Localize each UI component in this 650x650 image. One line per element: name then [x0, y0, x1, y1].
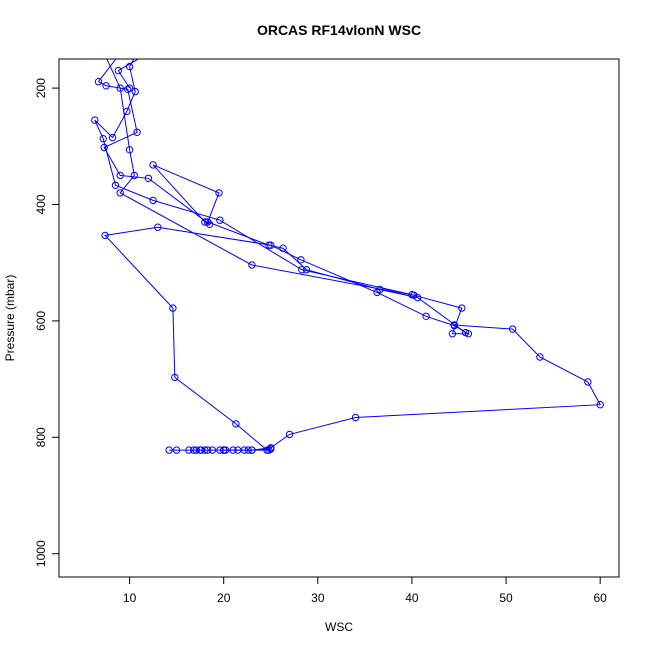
data-point-s2-21: [450, 321, 458, 329]
data-point-s1-28: [297, 256, 305, 264]
x-tick-label-50: 50: [499, 591, 513, 605]
data-point-s2-20: [461, 328, 470, 337]
data-point-s1-34: [458, 304, 466, 312]
y-axis: 200 400 600 800 1000: [34, 78, 60, 567]
data-point-s2-19: [413, 293, 422, 302]
data-point-s2-24: [584, 378, 592, 386]
data-point-s2-16: [279, 244, 287, 252]
data-point-s1-16: [172, 446, 181, 454]
series-layer: [91, 38, 604, 454]
data-point-s4-4: [125, 84, 134, 92]
x-tick-label-20: 20: [217, 591, 231, 605]
x-tick-label-10: 10: [123, 591, 137, 605]
data-point-s1-1: [265, 446, 273, 454]
data-point-s1-15: [185, 446, 193, 454]
data-point-s1-11: [201, 446, 209, 454]
data-point-s2-5: [124, 85, 132, 94]
data-point-s1-44: [131, 87, 139, 96]
data-point-s1-42: [108, 133, 117, 142]
data-point-s2-15: [265, 241, 273, 249]
data-point-s2-27: [285, 430, 294, 439]
data-point-s3-4: [125, 146, 134, 154]
data-point-s2-25: [596, 401, 604, 409]
data-point-s1-45: [125, 62, 134, 71]
series-line-4: [117, 59, 140, 89]
chart-title: ORCAS RF14vlonN WSC: [257, 22, 421, 38]
data-point-s4-3: [114, 66, 123, 75]
data-point-s4-1: [188, 38, 194, 44]
data-point-s3-3: [116, 84, 124, 92]
y-tick-label-600: 600: [34, 311, 48, 331]
data-point-s2-8: [116, 171, 124, 180]
series-line-1: [94, 59, 471, 451]
data-point-s1-22: [232, 420, 240, 428]
data-point-s1-24: [169, 304, 177, 312]
data-point-s2-11: [201, 218, 209, 226]
data-point-s3-6: [116, 189, 124, 197]
data-point-s2-17: [302, 266, 311, 274]
data-point-s1-39: [111, 181, 120, 190]
data-point-s1-17: [165, 446, 173, 454]
x-axis-label: WSC: [325, 620, 353, 634]
x-tick-label-60: 60: [593, 591, 607, 605]
data-point-s1-25: [101, 231, 109, 240]
series-line-2: [97, 59, 602, 451]
series-line-3: [106, 59, 414, 296]
data-point-s2-30: [220, 446, 228, 454]
data-point-s1-18: [196, 446, 204, 454]
data-point-s2-2: [117, 50, 123, 56]
data-point-s2-10: [205, 220, 214, 229]
data-point-s2-4: [102, 82, 110, 90]
x-tick-label-30: 30: [311, 591, 325, 605]
x-tick-label-40: 40: [405, 591, 419, 605]
data-point-s1-13: [192, 446, 201, 454]
data-point-s1-36: [298, 266, 306, 274]
y-tick-label-800: 800: [34, 427, 48, 447]
data-point-s1-41: [91, 116, 99, 124]
data-point-s1-30: [422, 312, 430, 320]
data-point-s2-12: [149, 161, 157, 169]
data-point-s1-9: [208, 446, 217, 454]
data-point-s4-2: [145, 50, 151, 56]
data-point-s2-6: [133, 128, 141, 137]
data-point-s2-22: [508, 325, 517, 333]
data-point-s1-46: [141, 38, 147, 44]
data-point-s1-26: [154, 223, 162, 231]
data-point-s1-33: [448, 330, 457, 338]
data-point-s2-23: [536, 353, 544, 361]
data-point-s2-29: [248, 446, 256, 454]
data-point-s2-13: [215, 189, 223, 197]
data-point-s2-14: [204, 218, 212, 226]
data-point-s2-9: [144, 174, 153, 183]
data-point-s3-5: [130, 171, 139, 180]
data-point-s3-7: [248, 261, 256, 269]
plot-frame: [58, 58, 620, 578]
data-point-s1-37: [216, 216, 224, 224]
y-tick-label-400: 400: [34, 194, 48, 214]
data-point-s1-40: [99, 135, 107, 143]
data-point-s1-38: [149, 196, 157, 205]
data-point-s2-1: [125, 38, 131, 44]
data-point-s1-23: [171, 373, 179, 382]
data-point-s1-8: [216, 446, 224, 454]
data-point-s3-2: [101, 50, 107, 56]
data-point-s2-3: [94, 78, 103, 86]
x-axis: 10 20 30 40 50 60: [123, 576, 607, 605]
y-axis-label: Pressure (mbar): [3, 275, 17, 362]
y-tick-label-200: 200: [34, 78, 48, 98]
data-point-s2-28: [267, 444, 275, 452]
data-point-s3-8: [410, 291, 418, 299]
y-tick-label-1000: 1000: [34, 540, 48, 567]
data-point-s1-21: [263, 446, 271, 454]
data-point-s2-26: [351, 413, 360, 422]
data-point-s3-1: [95, 38, 101, 44]
data-point-s2-7: [100, 143, 108, 152]
